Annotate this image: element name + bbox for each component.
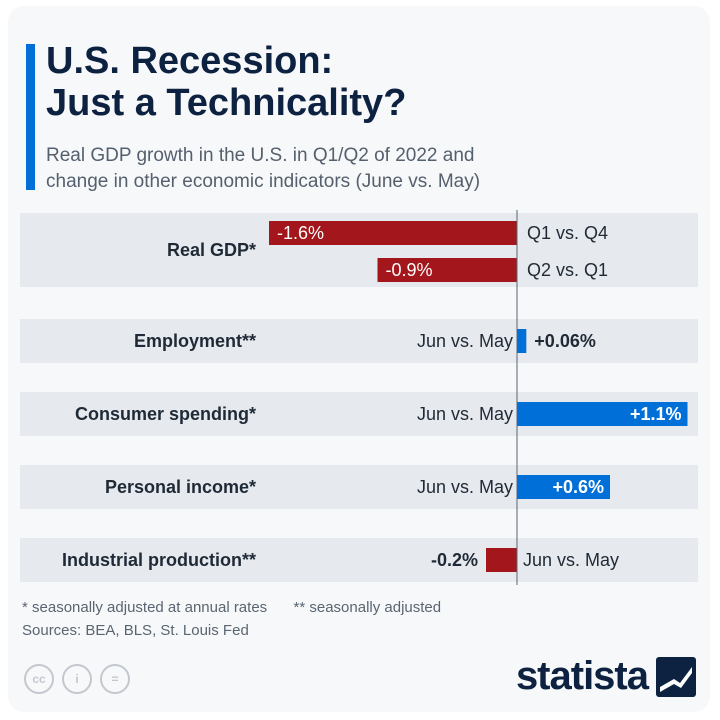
value-label: +0.06% [534, 331, 596, 351]
category-label: Industrial production** [62, 550, 256, 570]
brand-name: statista [515, 654, 649, 698]
category-label: Employment** [134, 331, 256, 351]
chart-subtitle: Real GDP growth in the U.S. in Q1/Q2 of … [46, 143, 686, 195]
period-label: Q2 vs. Q1 [527, 260, 608, 280]
category-label: Consumer spending* [75, 404, 256, 424]
bar [377, 258, 517, 282]
bar [486, 548, 517, 572]
bar [269, 221, 517, 245]
sources: Sources: BEA, BLS, St. Louis Fed [22, 622, 249, 639]
category-label: Real GDP* [167, 240, 256, 260]
license-icons: cc i = [24, 664, 130, 698]
bar [517, 475, 610, 499]
period-label: Jun vs. May [417, 404, 513, 424]
period-label: Jun vs. May [417, 331, 513, 351]
footnote-seasonal: ** seasonally adjusted [293, 599, 442, 616]
statista-logo[interactable]: statista [516, 654, 696, 699]
bar [517, 402, 688, 426]
value-label: +1.1% [630, 404, 682, 424]
chart-title: U.S. Recession: Just a Technicality? [46, 40, 686, 124]
title-accent-bar [26, 44, 35, 190]
value-label: -1.6% [277, 223, 324, 243]
row-band [20, 538, 698, 582]
category-label: Personal income* [105, 477, 256, 497]
subtitle-line-2: change in other economic indicators (Jun… [46, 171, 481, 192]
statista-mark-icon [656, 656, 696, 697]
attribution-icon[interactable]: i [62, 664, 92, 694]
subtitle-line-1: Real GDP growth in the U.S. in Q1/Q2 of … [46, 145, 475, 166]
bar [517, 329, 527, 353]
title-line-2: Just a Technicality? [46, 82, 407, 124]
no-derivatives-icon[interactable]: = [100, 664, 130, 694]
value-label: -0.2% [431, 550, 478, 570]
period-label: Jun vs. May [417, 477, 513, 497]
title-line-1: U.S. Recession: [46, 40, 334, 82]
value-label: +0.6% [552, 477, 604, 497]
footnote-annual-rates: * seasonally adjusted at annual rates [22, 599, 268, 616]
value-label: -0.9% [386, 260, 433, 280]
row-band [20, 319, 698, 363]
period-label: Jun vs. May [523, 550, 619, 570]
footnotes: * seasonally adjusted at annual rates **… [22, 596, 682, 642]
cc-icon[interactable]: cc [24, 664, 54, 694]
period-label: Q1 vs. Q4 [527, 223, 608, 243]
